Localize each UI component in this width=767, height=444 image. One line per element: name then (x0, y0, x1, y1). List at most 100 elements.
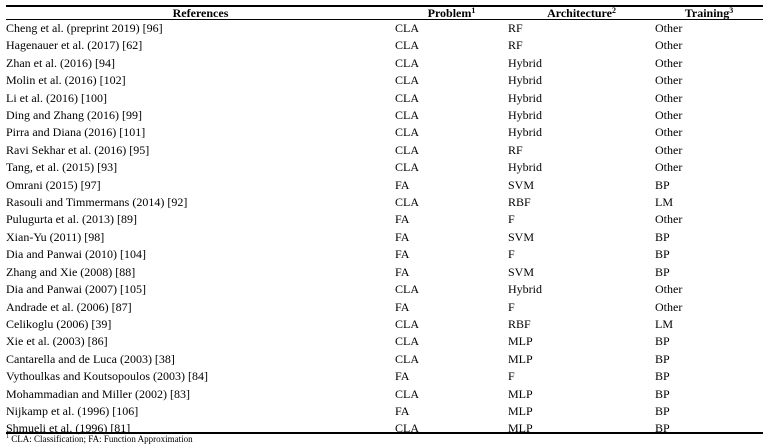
reference-cell: Vythoulkas and Koutsopoulos (2003) [84] (6, 369, 208, 384)
architecture-cell: Hybrid (508, 73, 542, 88)
table-row: Hagenauer et al. (2017) [62] CLA RF Other (6, 37, 763, 54)
problem-cell: CLA (395, 334, 419, 349)
training-cell: Other (655, 90, 683, 105)
architecture-cell: MLP (508, 351, 533, 366)
architecture-cell: MLP (508, 421, 533, 436)
reference-cell: Ding and Zhang (2016) [99] (6, 108, 142, 123)
training-cell: Other (655, 160, 683, 175)
table-row: Nijkamp et al. (1996) [106] FA MLP BP (6, 403, 763, 420)
reference-cell: Dia and Panwai (2007) [105] (6, 282, 146, 297)
reference-cell: Xie et al. (2003) [86] (6, 334, 108, 349)
header-footnote-marker: 2 (611, 6, 616, 15)
reference-cell: Nijkamp et al. (1996) [106] (6, 403, 139, 418)
problem-cell: CLA (395, 73, 419, 88)
architecture-cell: Hybrid (508, 108, 542, 123)
architecture-cell: F (508, 299, 515, 314)
architecture-cell: RF (508, 142, 523, 157)
training-cell: BP (655, 386, 670, 401)
footnote: 1 CLA: Classification; FA: Function Appr… (6, 434, 193, 444)
header-footnote-marker: 1 (471, 6, 476, 15)
reference-cell: Li et al. (2016) [100] (6, 90, 107, 105)
training-cell: BP (655, 421, 670, 436)
training-cell: Other (655, 55, 683, 70)
column-header-references: References (6, 7, 395, 20)
training-cell: Other (655, 125, 683, 140)
architecture-cell: F (508, 212, 515, 227)
column-header-architecture: Architecture2 (508, 7, 655, 20)
problem-cell: CLA (395, 282, 419, 297)
references-table: References Problem1 Architecture2 Training3… (6, 7, 763, 438)
problem-cell: CLA (395, 386, 419, 401)
header-label: References (172, 6, 229, 20)
table-row: Zhang and Xie (2008) [88] FA SVM BP (6, 264, 763, 281)
problem-cell: CLA (395, 421, 419, 436)
training-cell: Other (655, 21, 683, 35)
training-cell: BP (655, 264, 670, 279)
training-cell: Other (655, 38, 683, 53)
table-row: Tang, et al. (2015) [93] CLA Hybrid Other (6, 159, 763, 176)
problem-cell: FA (395, 229, 410, 244)
header-row: References Problem1 Architecture2 Training3 (6, 7, 763, 20)
training-cell: LM (655, 316, 673, 331)
problem-cell: FA (395, 247, 410, 262)
training-cell: BP (655, 334, 670, 349)
architecture-cell: F (508, 369, 515, 384)
architecture-cell: Hybrid (508, 160, 542, 175)
table-row: Pirra and Diana (2016) [101] CLA Hybrid Oth… (6, 124, 763, 141)
header-label: Training (684, 6, 730, 20)
reference-cell: Molin et al. (2016) [102] (6, 73, 126, 88)
architecture-cell: F (508, 247, 515, 262)
architecture-cell: SVM (508, 177, 535, 192)
table-row: Omrani (2015) [97] FA SVM BP (6, 177, 763, 194)
architecture-cell: Hybrid (508, 55, 542, 70)
training-cell: LM (655, 195, 673, 210)
table-bottom-rule (6, 432, 763, 434)
reference-cell: Hagenauer et al. (2017) [62] (6, 38, 143, 53)
header-label: Architecture (547, 6, 612, 20)
training-cell: BP (655, 351, 670, 366)
architecture-cell: Hybrid (508, 282, 542, 297)
training-cell: Other (655, 142, 683, 157)
training-cell: Other (655, 108, 683, 123)
header-footnote-marker: 3 (729, 6, 734, 15)
table-row: Andrade et al. (2006) [87] FA F Other (6, 299, 763, 316)
column-header-training: Training3 (655, 7, 763, 20)
training-cell: Other (655, 73, 683, 88)
table-row: Xian-Yu (2011) [98] FA SVM BP (6, 229, 763, 246)
problem-cell: CLA (395, 142, 419, 157)
reference-cell: Rasouli and Timmermans (2014) [92] (6, 195, 188, 210)
reference-cell: Cantarella and de Luca (2003) [38] (6, 351, 175, 366)
reference-cell: Mohammadian and Miller (2002) [83] (6, 386, 190, 401)
table-row: Li et al. (2016) [100] CLA Hybrid Other (6, 90, 763, 107)
table-row: Dia and Panwai (2010) [104] FA F BP (6, 246, 763, 263)
problem-cell: FA (395, 299, 410, 314)
architecture-cell: Hybrid (508, 90, 542, 105)
problem-cell: FA (395, 403, 410, 418)
reference-cell: Dia and Panwai (2010) [104] (6, 247, 146, 262)
training-cell: BP (655, 229, 670, 244)
architecture-cell: MLP (508, 386, 533, 401)
reference-cell: Shmueli et al. (1996) [81] (6, 421, 131, 436)
reference-cell: Omrani (2015) [97] (6, 177, 101, 192)
reference-cell: Pirra and Diana (2016) [101] (6, 125, 146, 140)
training-cell: BP (655, 369, 670, 384)
column-header-problem: Problem1 (395, 7, 508, 20)
table-row: Ding and Zhang (2016) [99] CLA Hybrid Other (6, 107, 763, 124)
reference-cell: Ravi Sekhar et al. (2016) [95] (6, 142, 150, 157)
table-row: Dia and Panwai (2007) [105] CLA Hybrid Othe… (6, 281, 763, 298)
problem-cell: CLA (395, 125, 419, 140)
table-row: Molin et al. (2016) [102] CLA Hybrid Other (6, 72, 763, 89)
reference-cell: Zhang and Xie (2008) [88] (6, 264, 136, 279)
table-row: Cantarella and de Luca (2003) [38] CLA MLP… (6, 351, 763, 368)
problem-cell: CLA (395, 316, 419, 331)
problem-cell: CLA (395, 55, 419, 70)
table-top-rule (6, 5, 763, 7)
table-row: Zhan et al. (2016) [94] CLA Hybrid Other (6, 55, 763, 72)
architecture-cell: Hybrid (508, 125, 542, 140)
reference-cell: Celikoglu (2006) [39] (6, 316, 112, 331)
problem-cell: CLA (395, 90, 419, 105)
problem-cell: CLA (395, 108, 419, 123)
table-row: Vythoulkas and Koutsopoulos (2003) [84] F… (6, 368, 763, 385)
problem-cell: CLA (395, 21, 419, 35)
problem-cell: CLA (395, 38, 419, 53)
